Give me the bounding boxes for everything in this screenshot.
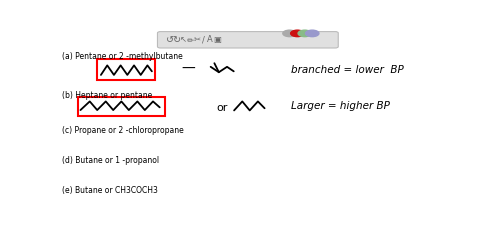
Text: ↻: ↻ <box>172 35 180 45</box>
Text: (c) Propane or 2 -chloropropane: (c) Propane or 2 -chloropropane <box>62 126 184 135</box>
FancyBboxPatch shape <box>157 32 338 48</box>
Bar <box>97 59 155 80</box>
Text: (a) Pentane or 2 -methylbutane: (a) Pentane or 2 -methylbutane <box>62 51 182 61</box>
Text: ↖: ↖ <box>180 35 187 44</box>
Text: ✂: ✂ <box>193 35 200 44</box>
Text: Larger = higher BP: Larger = higher BP <box>290 102 389 111</box>
Text: A: A <box>207 35 213 44</box>
Bar <box>78 97 165 116</box>
Text: (b) Heptane or pentane: (b) Heptane or pentane <box>62 91 152 100</box>
Text: —: — <box>181 62 195 76</box>
Text: ✏: ✏ <box>187 35 194 44</box>
Circle shape <box>290 30 304 37</box>
Text: or: or <box>216 103 228 113</box>
Text: branched = lower  BP: branched = lower BP <box>290 65 403 74</box>
Circle shape <box>305 30 319 37</box>
Circle shape <box>283 30 296 37</box>
Circle shape <box>298 30 312 37</box>
Text: ↺: ↺ <box>166 35 174 45</box>
Text: /: / <box>202 35 205 44</box>
Text: ▣: ▣ <box>213 35 221 44</box>
Text: (e) Butane or CH3COCH3: (e) Butane or CH3COCH3 <box>62 186 158 195</box>
Text: (d) Butane or 1 -propanol: (d) Butane or 1 -propanol <box>62 156 159 165</box>
